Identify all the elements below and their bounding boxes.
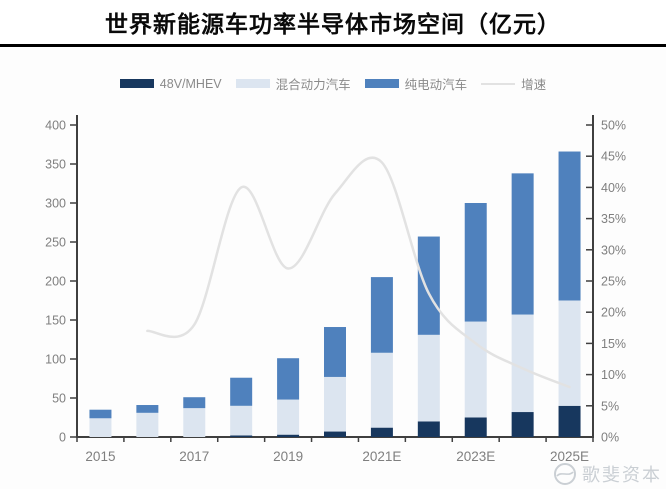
bar-segment-2019 — [277, 358, 300, 400]
left-axis-tick-label: 300 — [45, 197, 66, 211]
bar-segment-2018 — [230, 405, 253, 436]
bar-segment-2016 — [136, 405, 159, 413]
bar-segment-2021E — [370, 427, 393, 437]
legend-label-bev: 纯电动汽车 — [404, 78, 468, 92]
left-axis-tick-label: 150 — [45, 314, 66, 328]
legend-label-hybrid: 混合动力汽车 — [275, 78, 351, 92]
bar-segment-2020 — [324, 376, 346, 432]
bar-segment-2016 — [136, 412, 159, 437]
x-axis-label: 2017 — [179, 449, 209, 464]
bar-segment-2022E — [417, 334, 440, 422]
chart-title: 世界新能源车功率半导体市场空间（亿元） — [105, 12, 561, 37]
bar-segment-2022E — [417, 236, 440, 335]
x-axis-label: 2019 — [273, 449, 303, 464]
left-axis-tick-label: 100 — [45, 353, 66, 367]
x-axis-label: 2021E — [362, 449, 401, 464]
right-axis-tick-label: 0% — [601, 431, 619, 445]
bar-segment-2015 — [89, 418, 112, 437]
right-axis-tick-label: 35% — [601, 212, 626, 226]
bar-segment-2025E — [558, 405, 581, 437]
legend-item-bev: 纯电动汽车 — [364, 74, 468, 93]
bar-segment-2019 — [277, 434, 300, 437]
legend-item-hybrid: 混合动力汽车 — [235, 74, 351, 93]
bar-segment-2023E — [464, 321, 487, 418]
left-axis-tick-label: 50 — [52, 392, 66, 406]
left-axis-tick-label: 0 — [59, 431, 66, 445]
bar-segment-2015 — [89, 409, 112, 419]
title-divider — [0, 44, 666, 47]
legend-swatch-bev — [364, 79, 399, 88]
bar-segment-2020 — [324, 431, 346, 437]
x-axis-label: 2015 — [85, 449, 115, 464]
bar-segment-2023E — [464, 417, 487, 437]
left-axis-tick-label: 350 — [45, 158, 66, 172]
bar-segment-2017 — [183, 408, 206, 437]
bar-segment-2019 — [277, 399, 300, 435]
bar-segment-2025E — [558, 151, 581, 301]
chart-legend: 48V/MHEV 混合动力汽车 纯电动汽车 增速 — [0, 74, 666, 93]
bar-segment-2021E — [370, 277, 393, 353]
bar-segment-2018 — [230, 435, 253, 437]
left-axis-tick-label: 400 — [45, 119, 66, 133]
bar-segment-2023E — [464, 203, 487, 322]
left-axis-tick-label: 200 — [45, 275, 66, 289]
bar-segment-2017 — [183, 397, 206, 409]
bar-segment-2022E — [417, 421, 440, 437]
chart-area: 0 50 100 150 200 250 300 350 400 0% 5% 10% 15% 20% 25%… — [0, 48, 666, 489]
right-axis-tick-label: 40% — [601, 181, 626, 195]
legend-label-growth: 增速 — [521, 78, 547, 92]
left-axis-tick-label: 250 — [45, 236, 66, 250]
legend-item-growth: 增速 — [481, 74, 546, 93]
right-axis-tick-label: 50% — [601, 119, 626, 133]
legend-swatch-growth-line — [481, 82, 516, 85]
bar-segment-2024E — [511, 314, 534, 413]
right-axis-tick-label: 30% — [601, 243, 626, 257]
right-axis-tick-label: 15% — [601, 337, 626, 351]
legend-label-48v-mhev: 48V/MHEV — [159, 76, 222, 91]
bar-segment-2024E — [511, 173, 534, 315]
right-axis-tick-label: 45% — [601, 150, 626, 164]
right-axis-tick-label: 5% — [601, 399, 619, 413]
bar-segment-2021E — [370, 352, 393, 428]
x-axis-label: 2025E — [550, 449, 589, 464]
x-axis-label: 2023E — [456, 449, 495, 464]
bar-segment-2018 — [230, 377, 253, 406]
bar-segment-2025E — [558, 300, 581, 406]
right-axis-tick-label: 10% — [601, 368, 626, 382]
bar-segment-2020 — [324, 327, 346, 377]
watermark-logo-icon — [554, 463, 576, 485]
growth-line — [146, 156, 571, 389]
bar-segment-2024E — [511, 412, 534, 437]
legend-swatch-48v-mhev — [119, 79, 154, 88]
legend-swatch-hybrid — [235, 79, 270, 88]
right-axis-tick-label: 25% — [601, 275, 626, 289]
legend-item-48v-mhev: 48V/MHEV — [119, 76, 222, 91]
watermark: 歌斐资本 — [553, 461, 662, 487]
right-axis-tick-label: 20% — [601, 306, 626, 320]
watermark-text: 歌斐资本 — [582, 465, 662, 485]
chart-canvas: 0 50 100 150 200 250 300 350 400 0% 5% 10% 15% 20% 25%… — [45, 115, 626, 464]
